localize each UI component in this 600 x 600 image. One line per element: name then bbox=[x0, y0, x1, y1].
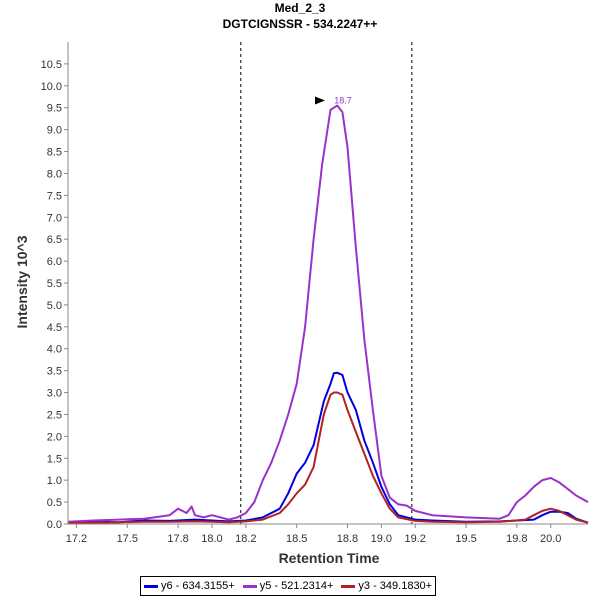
legend-label-y5: y5 - 521.2314+ bbox=[259, 580, 334, 592]
y-tick-label: 0.5 bbox=[47, 497, 62, 509]
y-tick-label: 3.5 bbox=[47, 366, 62, 378]
legend-item-y6: y6 - 634.3155+ bbox=[144, 580, 235, 592]
y-tick-label: 1.0 bbox=[47, 475, 62, 487]
peak-annotation: 18.7 bbox=[315, 96, 352, 106]
x-tick-label: 20.0 bbox=[540, 533, 561, 545]
legend-item-y3: y3 - 349.1830+ bbox=[341, 580, 432, 592]
y-tick-label: 6.0 bbox=[47, 256, 62, 268]
y-tick-label: 10.5 bbox=[41, 59, 62, 71]
x-tick-label: 17.8 bbox=[167, 533, 188, 545]
y-tick-label: 5.0 bbox=[47, 300, 62, 312]
y-tick-label: 7.0 bbox=[47, 212, 62, 224]
x-axis-label: Retention Time bbox=[279, 550, 380, 566]
y-axis-label: Intensity 10^3 bbox=[14, 235, 30, 328]
legend-item-y5: y5 - 521.2314+ bbox=[242, 580, 334, 592]
series-line-y3 bbox=[67, 391, 589, 525]
x-tick-label: 18.8 bbox=[337, 533, 358, 545]
peak-label: 18.7 bbox=[334, 96, 352, 106]
chart-subtitle: DGTCIGNSSR - 534.2247++ bbox=[223, 17, 378, 31]
x-tick-label: 17.5 bbox=[117, 533, 138, 545]
x-tick-label: 19.2 bbox=[405, 533, 426, 545]
plot-background bbox=[68, 42, 588, 524]
y-tick-label: 8.0 bbox=[47, 168, 62, 180]
y-tick-label: 2.5 bbox=[47, 409, 62, 421]
legend-label-y3: y3 - 349.1830+ bbox=[358, 580, 433, 592]
y-tick-label: 4.0 bbox=[47, 344, 62, 356]
y-tick-label: 1.5 bbox=[47, 453, 62, 465]
y-tick-label: 8.5 bbox=[47, 147, 62, 159]
x-tick-label: 18.2 bbox=[235, 533, 256, 545]
plot-area bbox=[68, 42, 588, 524]
y-tick-label: 3.0 bbox=[47, 388, 62, 400]
y-tick-label: 0.0 bbox=[47, 519, 62, 531]
y-tick-label: 9.5 bbox=[47, 103, 62, 115]
x-tick-label: 18.5 bbox=[286, 533, 307, 545]
x-tick-label: 19.5 bbox=[455, 533, 476, 545]
x-tick-label: 19.0 bbox=[371, 533, 392, 545]
axes: 0.0 0.5 1.0 1.5 2.0 2.5 3.0 3.5 4.0 4.5 5.0 5.5 6.0 6… bbox=[41, 42, 588, 545]
y-tick-label: 7.5 bbox=[47, 190, 62, 202]
legend-label-y6: y6 - 634.3155+ bbox=[161, 580, 235, 592]
legend-swatch-y3 bbox=[341, 584, 356, 588]
chart-title: Med_2_3 bbox=[275, 1, 326, 15]
y-tick-label: 2.0 bbox=[47, 431, 62, 443]
x-tick-label: 18.0 bbox=[201, 533, 222, 545]
y-tick-label: 6.5 bbox=[47, 234, 62, 246]
integration-bounds bbox=[240, 42, 413, 524]
series-group bbox=[67, 104, 589, 525]
legend-swatch-y6 bbox=[144, 584, 158, 588]
legend-swatch-y5 bbox=[242, 584, 257, 588]
x-tick-label: 19.8 bbox=[506, 533, 527, 545]
y-tick-label: 10.0 bbox=[41, 81, 62, 93]
series-line-y5 bbox=[67, 104, 589, 523]
y-tick-label: 5.5 bbox=[47, 278, 62, 290]
legend: y6 - 634.3155+ y5 - 521.2314+ y3 - 349.1… bbox=[140, 576, 437, 596]
y-tick-label: 9.0 bbox=[47, 125, 62, 137]
peak-marker-icon bbox=[315, 96, 326, 105]
x-tick-label: 17.2 bbox=[66, 533, 87, 545]
y-tick-label: 4.5 bbox=[47, 322, 62, 334]
